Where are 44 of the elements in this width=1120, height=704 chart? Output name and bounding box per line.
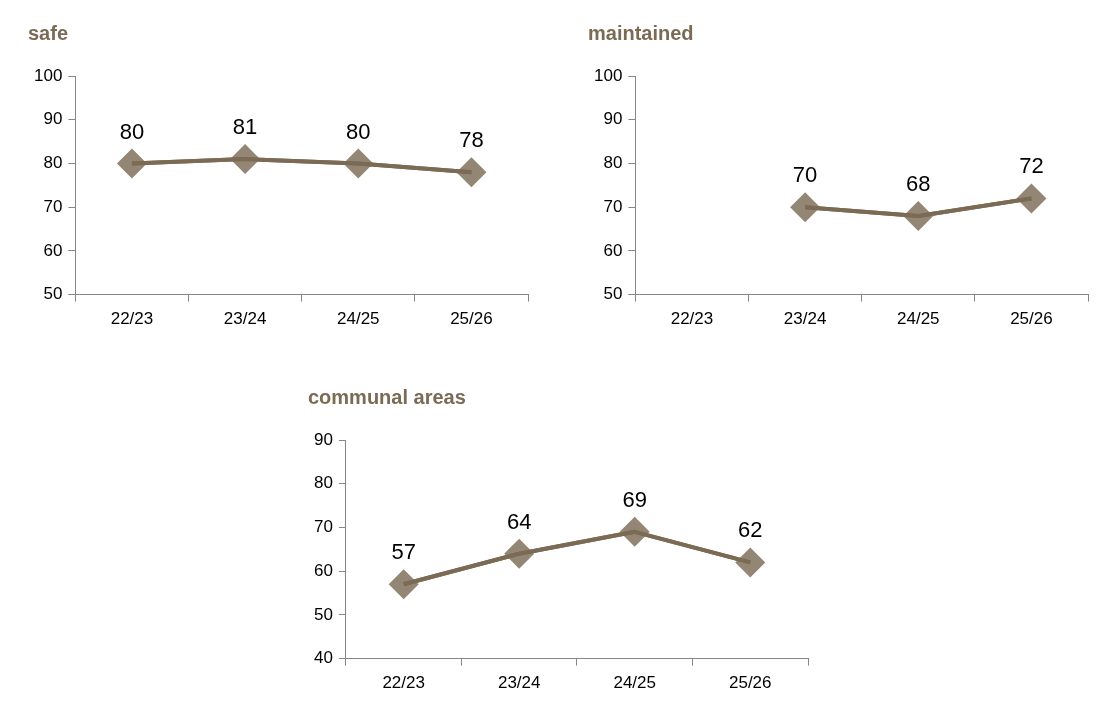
y-tick-label: 80 bbox=[43, 153, 63, 173]
data-label: 62 bbox=[738, 517, 763, 543]
y-tick-label: 100 bbox=[593, 65, 623, 85]
y-tick-label: 60 bbox=[603, 240, 623, 260]
x-tick-label: 23/24 bbox=[497, 673, 541, 693]
chart-title: communal areas bbox=[308, 385, 466, 408]
y-tick-label: 90 bbox=[43, 109, 63, 129]
y-tick-label: 80 bbox=[603, 153, 623, 173]
y-tick-label: 70 bbox=[603, 196, 623, 216]
y-tick-label: 50 bbox=[43, 284, 63, 304]
y-tick-label: 80 bbox=[313, 473, 333, 493]
x-tick-label: 24/25 bbox=[896, 309, 940, 329]
x-tick-label: 25/26 bbox=[1010, 309, 1053, 329]
chart-title: safe bbox=[28, 21, 69, 44]
x-tick-label: 22/23 bbox=[670, 309, 714, 329]
x-tick-label: 24/25 bbox=[336, 309, 380, 329]
y-tick-label: 40 bbox=[313, 648, 333, 668]
y-tick-label: 90 bbox=[603, 109, 623, 129]
y-tick-label: 90 bbox=[313, 429, 333, 449]
data-label: 57 bbox=[391, 539, 416, 565]
chart-title: maintained bbox=[588, 21, 694, 44]
x-tick-label: 22/23 bbox=[382, 673, 425, 693]
y-tick-label: 50 bbox=[313, 604, 333, 624]
y-tick-label: 70 bbox=[313, 517, 333, 537]
data-label: 68 bbox=[906, 170, 931, 196]
y-tick-label: 70 bbox=[43, 196, 63, 216]
x-tick-label: 22/23 bbox=[110, 309, 154, 329]
y-tick-label: 50 bbox=[603, 284, 623, 304]
data-label: 78 bbox=[459, 127, 484, 153]
y-tick-label: 60 bbox=[313, 560, 333, 580]
y-tick-label: 100 bbox=[33, 65, 63, 85]
y-tick-label: 60 bbox=[43, 240, 63, 260]
data-label: 80 bbox=[346, 118, 371, 144]
x-tick-label: 24/25 bbox=[613, 673, 656, 693]
x-tick-label: 25/26 bbox=[450, 309, 493, 329]
data-label: 81 bbox=[232, 114, 258, 140]
data-label: 70 bbox=[792, 162, 818, 188]
data-label: 64 bbox=[506, 508, 532, 534]
x-tick-label: 23/24 bbox=[783, 309, 827, 329]
data-label: 72 bbox=[1019, 153, 1044, 179]
data-label: 69 bbox=[622, 486, 647, 512]
x-tick-label: 25/26 bbox=[728, 673, 772, 693]
x-tick-label: 23/24 bbox=[223, 309, 267, 329]
data-label: 80 bbox=[119, 118, 145, 144]
